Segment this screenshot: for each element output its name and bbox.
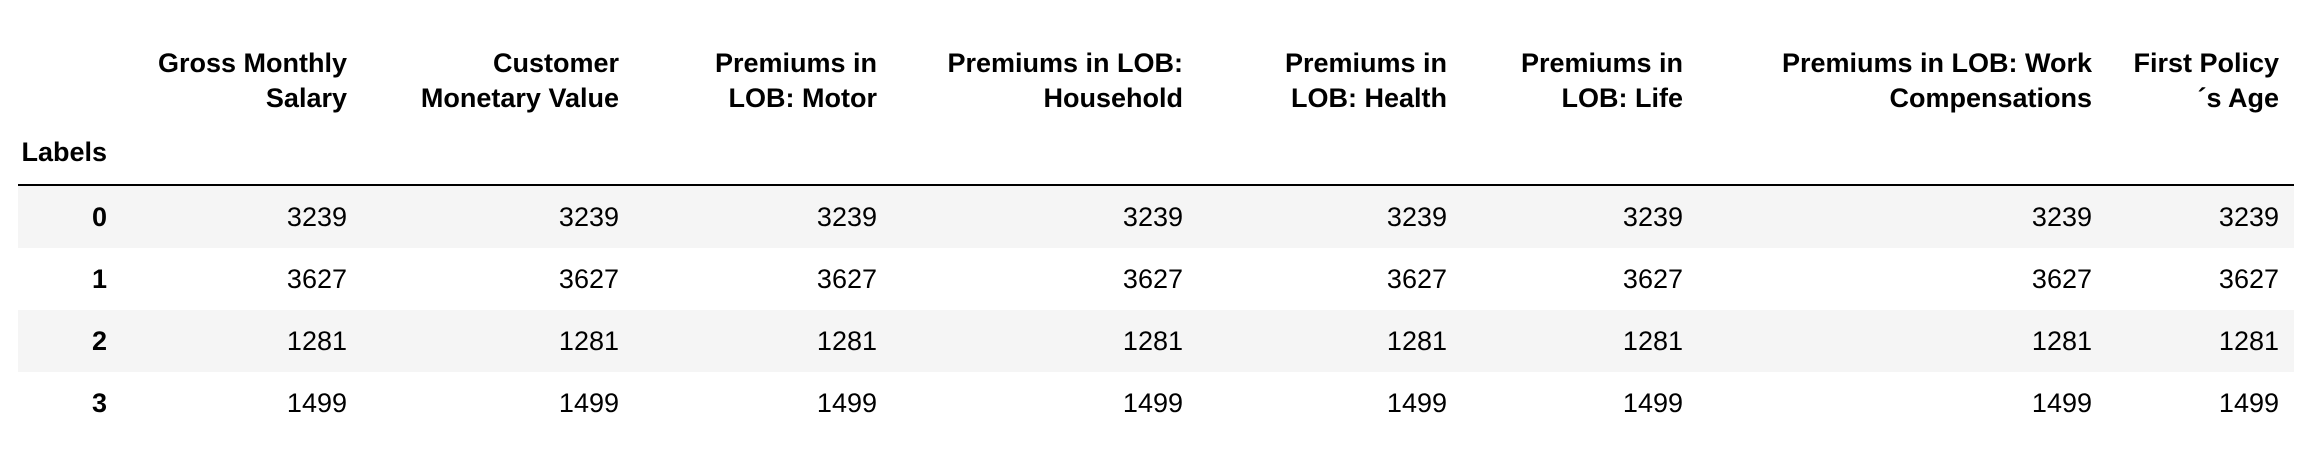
table-cell: 3627 bbox=[1622, 263, 1683, 294]
table-cell: 3627 bbox=[2218, 263, 2279, 294]
table-cell: 3239 bbox=[286, 201, 347, 232]
column-header: First Policy ´s Age bbox=[2133, 48, 2279, 113]
table-cell: 1281 bbox=[1122, 325, 1183, 356]
table-cell: 3239 bbox=[558, 201, 619, 232]
table-cell: 3627 bbox=[2031, 263, 2092, 294]
table-row: 1 3627 3627 3627 3627 3627 3627 3627 362… bbox=[18, 248, 2294, 310]
table-cell: 1281 bbox=[286, 325, 347, 356]
empty-header-cell bbox=[122, 124, 362, 186]
table-cell: 1281 bbox=[1386, 325, 1447, 356]
corner-header-cell bbox=[18, 38, 122, 124]
empty-header-cell bbox=[892, 124, 1198, 186]
dataframe-table: Gross Monthly Salary Customer Monetary Val… bbox=[18, 38, 2294, 434]
table-cell: 1281 bbox=[2031, 325, 2092, 356]
table-cell: 1499 bbox=[2218, 387, 2279, 418]
table-cell: 1281 bbox=[1622, 325, 1683, 356]
table-row: 0 3239 3239 3239 3239 3239 3239 3239 323… bbox=[18, 185, 2294, 248]
index-name-header: Labels bbox=[18, 124, 122, 186]
empty-header-cell bbox=[1698, 124, 2107, 186]
column-header: Gross Monthly Salary bbox=[157, 48, 347, 113]
table-cell: 1499 bbox=[558, 387, 619, 418]
table-row: 2 1281 1281 1281 1281 1281 1281 1281 128… bbox=[18, 310, 2294, 372]
table-cell: 3239 bbox=[2218, 201, 2279, 232]
column-header: Premiums in LOB: Life bbox=[1520, 48, 1683, 113]
row-index-label: 2 bbox=[91, 325, 107, 356]
table-cell: 1281 bbox=[2218, 325, 2279, 356]
column-header: Premiums in LOB: Health bbox=[1284, 48, 1447, 113]
index-name-row: Labels bbox=[18, 124, 2294, 186]
empty-header-cell bbox=[362, 124, 634, 186]
column-header: Customer Monetary Value bbox=[420, 48, 619, 113]
table-row: 3 1499 1499 1499 1499 1499 1499 1499 149… bbox=[18, 372, 2294, 434]
table-cell: 1281 bbox=[558, 325, 619, 356]
column-header: Premiums in LOB: Household bbox=[947, 48, 1183, 113]
table-cell: 3239 bbox=[1622, 201, 1683, 232]
table-cell: 1499 bbox=[816, 387, 877, 418]
column-header: Premiums in LOB: Work Compensations bbox=[1781, 48, 2092, 113]
table-cell: 3239 bbox=[1122, 201, 1183, 232]
column-header-row: Gross Monthly Salary Customer Monetary Val… bbox=[18, 38, 2294, 124]
empty-header-cell bbox=[634, 124, 892, 186]
row-index-label: 1 bbox=[91, 263, 107, 294]
row-index-label: 0 bbox=[91, 201, 107, 232]
empty-header-cell bbox=[1198, 124, 1462, 186]
table-cell: 3239 bbox=[816, 201, 877, 232]
column-header: Premiums in LOB: Motor bbox=[714, 48, 877, 113]
table-cell: 1499 bbox=[286, 387, 347, 418]
table-cell: 3627 bbox=[1122, 263, 1183, 294]
table-cell: 3627 bbox=[286, 263, 347, 294]
table-cell: 3627 bbox=[1386, 263, 1447, 294]
table-cell: 1281 bbox=[816, 325, 877, 356]
row-index-label: 3 bbox=[91, 387, 107, 418]
table-cell: 3239 bbox=[1386, 201, 1447, 232]
table-cell: 1499 bbox=[1122, 387, 1183, 418]
empty-header-cell bbox=[2107, 124, 2294, 186]
table-cell: 3627 bbox=[558, 263, 619, 294]
table-cell: 1499 bbox=[2031, 387, 2092, 418]
table-cell: 3627 bbox=[816, 263, 877, 294]
table-cell: 1499 bbox=[1386, 387, 1447, 418]
table-cell: 3239 bbox=[2031, 201, 2092, 232]
empty-header-cell bbox=[1462, 124, 1698, 186]
table-cell: 1499 bbox=[1622, 387, 1683, 418]
